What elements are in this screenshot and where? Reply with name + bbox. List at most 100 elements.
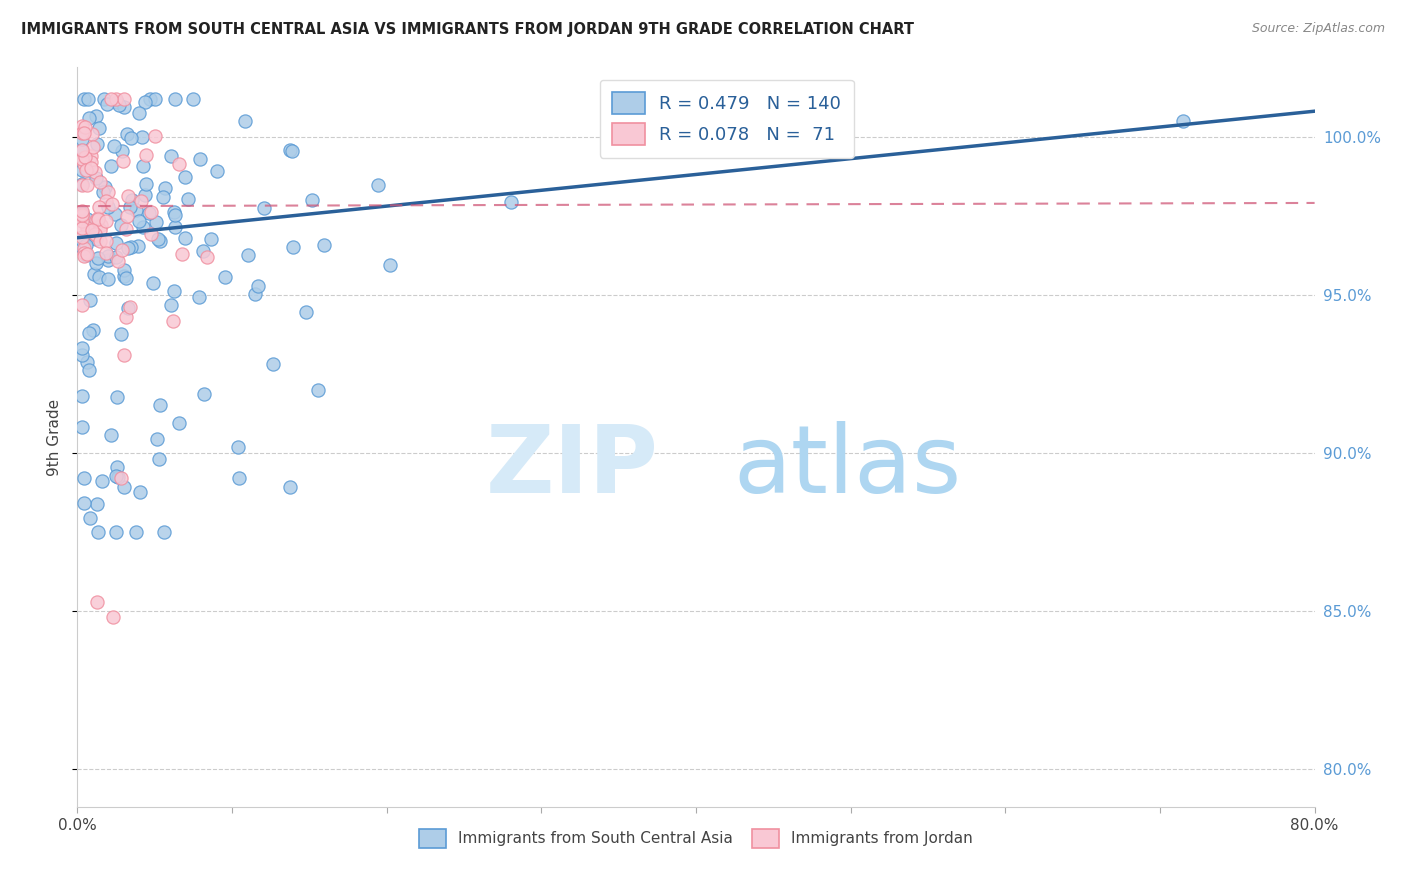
- Point: [84, 110, 107, 124]
- Point: [101, 610, 124, 624]
- Point: [86, 232, 108, 246]
- Point: [193, 387, 215, 401]
- Point: [94, 234, 117, 248]
- Point: [117, 301, 139, 315]
- Point: [107, 254, 129, 268]
- Point: [195, 250, 218, 264]
- Point: [93, 186, 115, 200]
- Point: [112, 153, 135, 168]
- Point: [120, 131, 142, 145]
- Point: [87, 200, 110, 214]
- Point: [96, 249, 118, 263]
- Point: [75, 120, 97, 134]
- Point: [112, 268, 135, 283]
- Point: [70, 163, 93, 178]
- Point: [307, 383, 329, 397]
- Point: [79, 149, 101, 163]
- Point: [73, 241, 96, 255]
- Point: [72, 177, 94, 191]
- Point: [165, 220, 187, 235]
- Point: [170, 247, 193, 261]
- Point: [128, 214, 150, 228]
- Point: [70, 389, 93, 403]
- Point: [129, 194, 152, 208]
- Point: [87, 211, 110, 226]
- Point: [75, 163, 97, 178]
- Point: [134, 95, 156, 109]
- Point: [173, 231, 195, 245]
- Point: [236, 247, 259, 261]
- Point: [104, 250, 127, 264]
- Point: [70, 341, 93, 355]
- Point: [146, 432, 169, 446]
- Point: [86, 497, 108, 511]
- Point: [105, 460, 128, 475]
- Text: IMMIGRANTS FROM SOUTH CENTRAL ASIA VS IMMIGRANTS FROM JORDAN 9TH GRADE CORRELATI: IMMIGRANTS FROM SOUTH CENTRAL ASIA VS IM…: [21, 22, 914, 37]
- Point: [167, 157, 190, 171]
- Point: [93, 91, 115, 105]
- Point: [107, 470, 129, 484]
- Point: [100, 91, 122, 105]
- Point: [86, 594, 108, 608]
- Point: [110, 326, 132, 341]
- Point: [191, 244, 214, 259]
- Point: [501, 194, 523, 209]
- Point: [105, 95, 128, 109]
- Point: [70, 209, 93, 223]
- Point: [125, 524, 148, 539]
- Point: [233, 113, 256, 128]
- Point: [112, 262, 135, 277]
- Point: [77, 91, 100, 105]
- Point: [114, 348, 136, 362]
- Point: [76, 212, 98, 227]
- Point: [262, 357, 284, 371]
- Point: [97, 200, 120, 214]
- Point: [143, 129, 166, 144]
- Point: [117, 209, 139, 223]
- Point: [187, 290, 209, 304]
- Point: [134, 188, 156, 202]
- Point: [301, 193, 323, 207]
- Point: [246, 279, 269, 293]
- Text: atlas: atlas: [733, 421, 962, 513]
- Point: [76, 163, 98, 178]
- Point: [70, 152, 93, 166]
- Point: [70, 233, 93, 247]
- Point: [181, 92, 204, 106]
- Point: [86, 256, 108, 270]
- Point: [226, 440, 249, 454]
- Point: [84, 227, 107, 241]
- Point: [72, 220, 94, 235]
- Point: [149, 235, 172, 249]
- Point: [295, 305, 318, 319]
- Point: [163, 205, 186, 219]
- Point: [159, 298, 181, 312]
- Point: [214, 270, 236, 285]
- Text: Source: ZipAtlas.com: Source: ZipAtlas.com: [1251, 22, 1385, 36]
- Point: [70, 206, 93, 220]
- Point: [97, 253, 120, 268]
- Point: [70, 127, 93, 141]
- Point: [132, 219, 155, 234]
- Point: [82, 322, 104, 336]
- Point: [87, 252, 110, 266]
- Point: [86, 170, 108, 185]
- Point: [89, 234, 111, 248]
- Point: [152, 190, 174, 204]
- Point: [70, 420, 93, 434]
- Point: [117, 241, 139, 255]
- Point: [127, 239, 149, 253]
- Point: [110, 471, 132, 485]
- Point: [100, 428, 122, 442]
- Point: [94, 194, 117, 209]
- Point: [115, 222, 138, 236]
- Point: [153, 181, 176, 195]
- Point: [96, 97, 118, 112]
- Point: [135, 148, 157, 162]
- Point: [125, 202, 148, 217]
- Point: [79, 326, 101, 340]
- Point: [86, 136, 108, 151]
- Point: [145, 215, 167, 229]
- Point: [165, 91, 187, 105]
- Point: [75, 237, 97, 252]
